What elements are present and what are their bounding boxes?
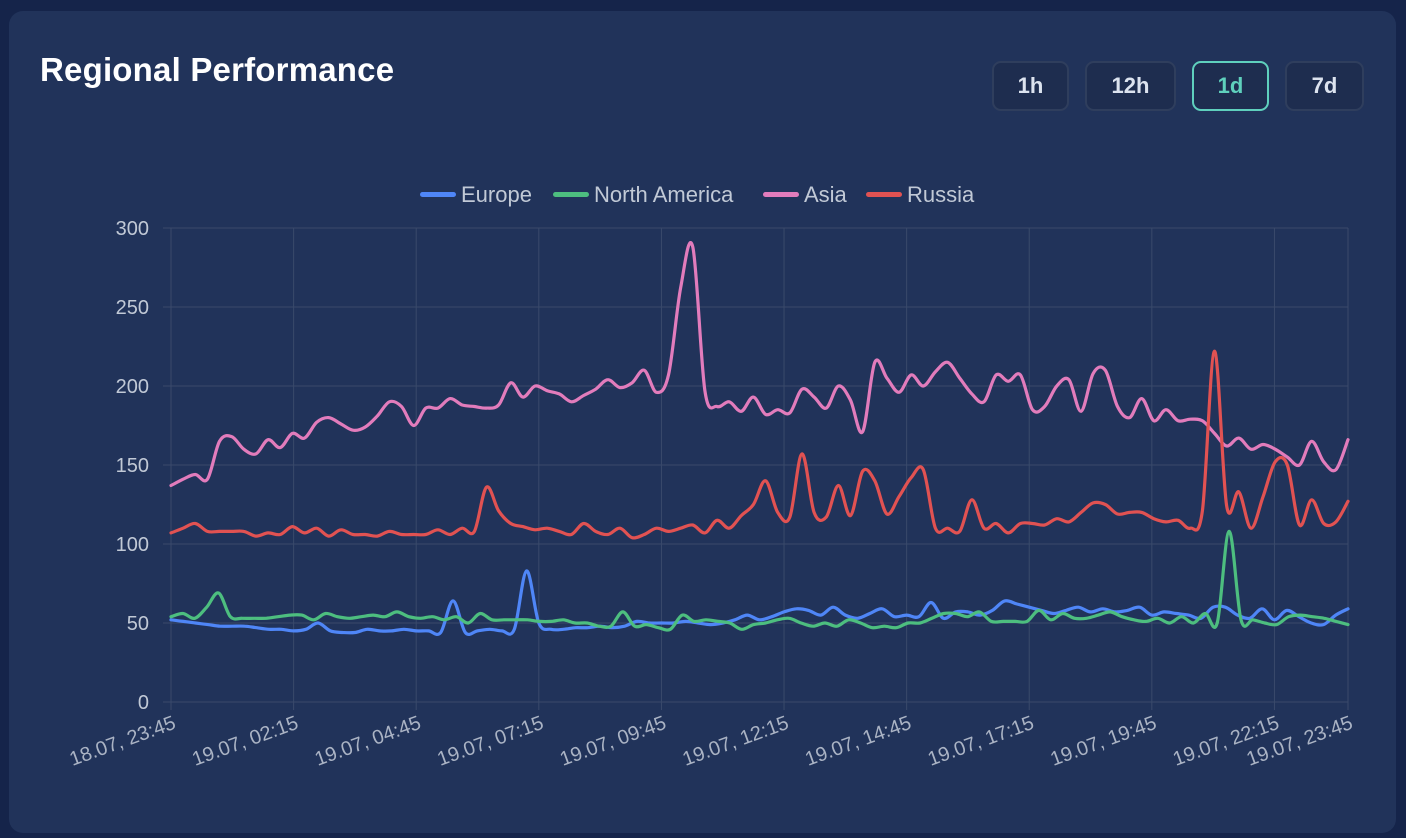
- legend-label: North America: [594, 182, 734, 207]
- x-tick-label: 19.07, 14:45: [802, 712, 914, 771]
- range-7d-button[interactable]: 7d: [1285, 61, 1364, 111]
- legend-swatch: [866, 192, 902, 197]
- y-tick-label: 150: [116, 455, 149, 477]
- y-tick-label: 300: [116, 218, 149, 240]
- range-1h-button[interactable]: 1h: [992, 61, 1069, 111]
- series-line-north-america: [169, 529, 1350, 632]
- x-tick-label: 19.07, 04:45: [312, 712, 424, 771]
- legend-label: Europe: [461, 182, 532, 207]
- x-tick-label: 19.07, 12:15: [680, 712, 792, 771]
- x-tick-label: 19.07, 07:15: [434, 712, 546, 771]
- x-tick-label: 19.07, 02:15: [189, 712, 301, 771]
- y-tick-label: 200: [116, 376, 149, 398]
- legend-label: Asia: [804, 182, 848, 207]
- x-tick-label: 18.07, 23:45: [67, 712, 179, 771]
- range-12h-button[interactable]: 12h: [1085, 61, 1176, 111]
- legend-item-north-america[interactable]: North America: [553, 182, 734, 207]
- y-tick-label: 0: [138, 692, 149, 714]
- series-line-asia: [169, 241, 1350, 488]
- series-line-europe: [169, 569, 1350, 637]
- y-tick-label: 50: [127, 613, 149, 635]
- legend-item-asia[interactable]: Asia: [763, 182, 848, 207]
- x-tick-label: 19.07, 19:45: [1048, 712, 1160, 771]
- legend-item-europe[interactable]: Europe: [420, 182, 532, 207]
- legend-swatch: [763, 192, 799, 197]
- x-tick-label: 19.07, 09:45: [557, 712, 669, 771]
- series-line-russia: [169, 349, 1350, 540]
- legend-swatch: [420, 192, 456, 197]
- page-title: Regional Performance: [40, 51, 395, 88]
- legend-swatch: [553, 192, 589, 197]
- x-tick-label: 19.07, 17:15: [925, 712, 1037, 771]
- chart-card: Regional Performance 1h 12h 1d 7d: [9, 11, 1396, 833]
- range-1d-button[interactable]: 1d: [1192, 61, 1269, 111]
- y-tick-label: 100: [116, 534, 149, 556]
- legend-label: Russia: [907, 182, 975, 207]
- legend-item-russia[interactable]: Russia: [866, 182, 975, 207]
- y-tick-label: 250: [116, 297, 149, 319]
